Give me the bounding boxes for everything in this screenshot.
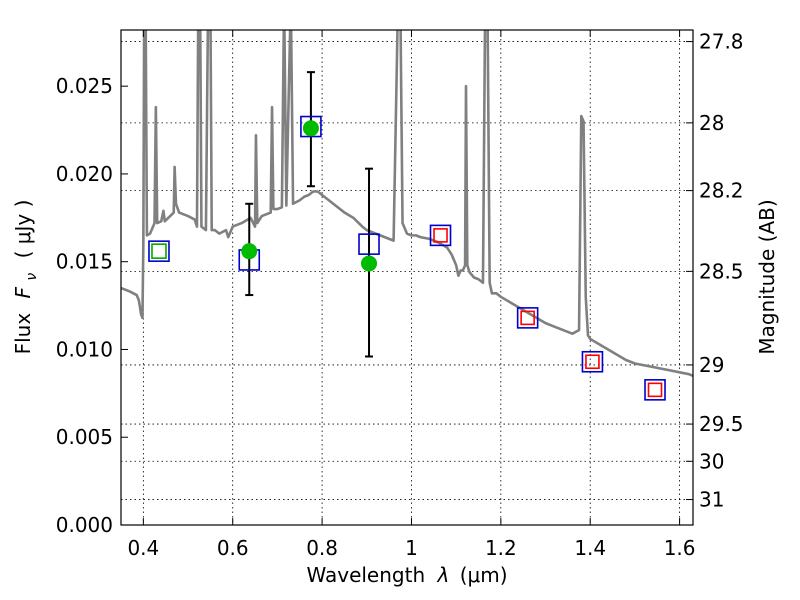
square-marker: [358, 233, 380, 255]
y-tick-label: 0.025: [56, 74, 113, 98]
circle-marker: [302, 120, 319, 137]
y-axis-label: Flux F ν ( μJy ): [11, 200, 41, 355]
y-tick-label: 0.020: [56, 162, 113, 186]
right-tick-label: 31: [699, 488, 724, 512]
x-tick-label: 0.8: [306, 536, 338, 560]
circle-marker: [361, 255, 378, 272]
y-tick-label: 0.010: [56, 337, 113, 361]
spectrum-line: [121, 30, 693, 378]
x-tick-label: 1.4: [574, 536, 606, 560]
square-marker: [151, 243, 167, 259]
square-marker: [647, 382, 663, 398]
square-marker: [433, 228, 448, 243]
x-tick-label: 1.6: [664, 536, 696, 560]
right-tick-label: 29.5: [699, 412, 744, 436]
square-marker: [148, 240, 170, 262]
right-axis-label: Magnitude (AB): [755, 199, 779, 354]
plot-frame: [120, 29, 694, 526]
plot-area: [121, 30, 693, 401]
square-marker: [516, 307, 539, 329]
x-tick-label: 0.6: [217, 536, 249, 560]
y-tick-label: 0.005: [56, 425, 113, 449]
right-tick-label: 29: [699, 353, 724, 377]
x-tick-label: 1: [405, 536, 418, 560]
right-tick-label: 28: [699, 111, 724, 135]
right-tick-label: 27.8: [699, 30, 744, 54]
circle-marker: [241, 243, 258, 260]
square-marker: [520, 310, 535, 326]
y-tick-label: 0.000: [56, 513, 113, 537]
y-tick-label: 0.015: [56, 250, 113, 274]
square-marker: [581, 350, 604, 373]
x-tick-label: 0.4: [127, 536, 159, 560]
x-tick-label: 1.2: [485, 536, 517, 560]
grid: [121, 30, 693, 525]
right-tick-label: 30: [699, 449, 724, 473]
square-marker: [429, 224, 452, 247]
axes: 0.4 0.6 0.8 1 1.2 1.4 1.6 0.000 0.005 0.010 0.015 0…: [56, 30, 744, 560]
square-marker: [300, 115, 322, 138]
x-axis-label: Wavelength λ (μm): [306, 563, 507, 587]
square-marker: [644, 379, 666, 401]
right-tick-label: 28.5: [699, 259, 744, 283]
right-tick-label: 28.2: [699, 179, 744, 203]
square-marker: [585, 354, 600, 370]
